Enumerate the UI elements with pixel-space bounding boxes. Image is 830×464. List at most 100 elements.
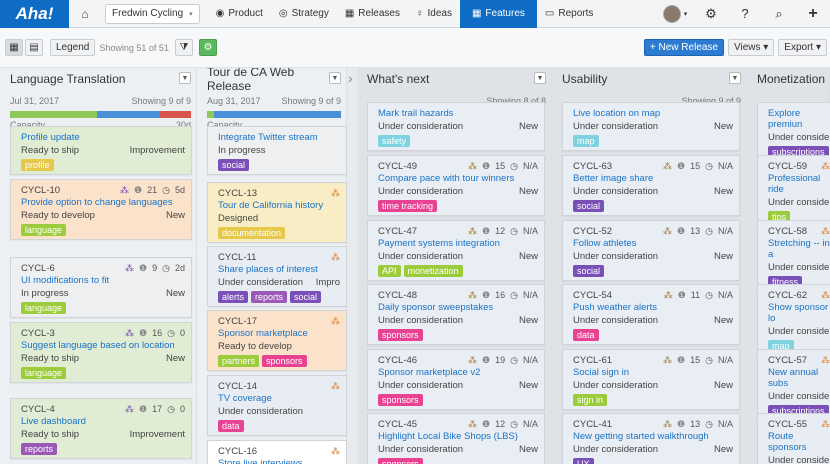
feature-card[interactable]: CYCL-61 ⁂ ❶ 15 ◷ N/A Social sign in Under consi… — [562, 349, 740, 410]
card-title[interactable]: Highlight Local Bike Shops (LBS) — [378, 431, 518, 442]
feature-card[interactable]: CYCL-47 ⁂ ❶ 12 ◷ N/A Payment systems integrati… — [367, 220, 545, 281]
card-title[interactable]: Route sponsors — [768, 431, 807, 453]
feature-card[interactable]: CYCL-58 ⁂ Stretching -- in a Under conside f… — [757, 220, 830, 292]
feature-card[interactable]: Live location on map Under consideration N… — [562, 102, 740, 151]
tag[interactable]: data — [218, 420, 244, 432]
card-title[interactable]: Better image share — [573, 173, 654, 184]
help-icon[interactable]: ? — [741, 6, 749, 21]
aha-logo[interactable]: Aha! — [0, 0, 69, 28]
card-title[interactable]: UI modifications to fit — [21, 275, 110, 286]
tag[interactable]: sign in — [573, 394, 608, 406]
card-title[interactable]: Suggest language based on location — [21, 340, 175, 351]
tag[interactable]: map — [573, 135, 599, 147]
card-title[interactable]: Follow athletes — [573, 238, 637, 249]
tag[interactable]: safety — [378, 135, 411, 147]
card-title[interactable]: Sponsor marketplace — [218, 328, 308, 339]
feature-card[interactable]: CYCL-57 ⁂ New annual subs Under conside subs… — [757, 349, 830, 421]
legend-button[interactable]: Legend — [50, 39, 96, 56]
feature-card[interactable]: CYCL-54 ⁂ ❶ 11 ◷ N/A Push weather alerts Under … — [562, 284, 740, 345]
tag[interactable]: API — [378, 265, 401, 277]
feature-card[interactable]: CYCL-63 ⁂ ❶ 15 ◷ N/A Better image share Under c… — [562, 155, 740, 216]
home-icon[interactable]: ⌂ — [81, 6, 89, 21]
column-title[interactable]: Monetization — [747, 68, 829, 90]
chevron-right-icon[interactable]: › — [348, 70, 353, 86]
feature-card[interactable]: CYCL-45 ⁂ ❶ 12 ◷ N/A Highlight Local Bike Shop… — [367, 413, 545, 464]
card-title[interactable]: Tour de California history — [218, 200, 324, 211]
card-title[interactable]: Provide option to change languages — [21, 197, 173, 208]
filter-icon[interactable]: ⧩ — [174, 39, 193, 56]
tag[interactable]: language — [21, 224, 67, 236]
tag[interactable]: reports — [251, 291, 288, 303]
nav-features[interactable]: ▦ Features — [459, 0, 537, 28]
tag[interactable]: data — [573, 329, 599, 341]
nav-releases[interactable]: ▦ Releases — [337, 0, 408, 28]
tag[interactable]: sponsors — [378, 394, 423, 406]
column-title[interactable]: What's next ▼ — [357, 68, 551, 90]
card-title[interactable]: Compare pace with tour winners — [378, 173, 515, 184]
feature-card[interactable]: Explore premiun Under conside subscription… — [757, 102, 830, 162]
card-title[interactable]: Mark trail hazards — [378, 108, 454, 119]
feature-card[interactable]: CYCL-62 ⁂ Show sponsor lo Under conside map — [757, 284, 830, 356]
feature-card[interactable]: CYCL-52 ⁂ ❶ 13 ◷ N/A Follow athletes Under cons… — [562, 220, 740, 281]
settings-icon[interactable]: ⚙ — [198, 39, 217, 56]
feature-card[interactable]: CYCL-3 ⁂ ❶ 16 ◷ 0 Suggest language based on lo… — [10, 322, 192, 383]
tag[interactable]: social — [218, 159, 250, 171]
column-menu-chevron-icon[interactable]: ▼ — [534, 72, 546, 84]
tag[interactable]: UX — [573, 458, 594, 464]
tag[interactable]: profile — [21, 159, 54, 171]
tag[interactable]: sponsors — [378, 329, 423, 341]
card-title[interactable]: Integrate Twitter stream — [218, 132, 318, 143]
tag[interactable]: reports — [21, 443, 58, 455]
card-title[interactable]: Live dashboard — [21, 416, 86, 427]
card-title[interactable]: Professional ride — [768, 173, 821, 195]
card-title[interactable]: Payment systems integration — [378, 238, 500, 249]
search-icon[interactable]: ⌕ — [775, 5, 783, 21]
feature-card[interactable]: CYCL-14 ⁂ TV coverage Under consideration da… — [207, 375, 347, 436]
list-view-button[interactable]: ▤ — [25, 39, 43, 56]
column-menu-chevron-icon[interactable]: ▼ — [329, 72, 341, 84]
feature-card[interactable]: CYCL-48 ⁂ ❶ 16 ◷ N/A Daily sponsor sweepstakes… — [367, 284, 545, 345]
tag[interactable]: partners — [218, 355, 260, 367]
feature-card[interactable]: Mark trail hazards Under consideration New… — [367, 102, 545, 151]
user-menu[interactable]: ▾ — [656, 0, 694, 28]
card-title[interactable]: Daily sponsor sweepstakes — [378, 302, 494, 313]
tag[interactable]: social — [573, 265, 605, 277]
tag[interactable]: social — [290, 291, 322, 303]
column-menu-chevron-icon[interactable]: ▼ — [729, 72, 741, 84]
feature-card[interactable]: CYCL-17 ⁂ Sponsor marketplace Ready to deve… — [207, 310, 347, 371]
feature-card[interactable]: CYCL-11 ⁂ Share places of interest Under co… — [207, 246, 347, 307]
tag[interactable]: documentation — [218, 227, 286, 239]
feature-card[interactable]: CYCL-4 ⁂ ❶ 17 ◷ 0 Live dashboard Ready to ship I… — [10, 398, 192, 459]
column-title[interactable]: Usability ▼ — [552, 68, 746, 90]
tag[interactable]: time tracking — [378, 200, 438, 212]
tag[interactable]: sponsors — [262, 355, 307, 367]
card-title[interactable]: Stretching -- in a — [768, 238, 830, 260]
tag[interactable]: alerts — [218, 291, 249, 303]
column-title[interactable]: Tour de CA Web Release ▼ — [197, 68, 346, 93]
feature-card[interactable]: CYCL-46 ⁂ ❶ 19 ◷ N/A Sponsor marketplace v2 Und… — [367, 349, 545, 410]
feature-card[interactable]: CYCL-6 ⁂ ❶ 9 ◷ 2d UI modifications to fit In pr… — [10, 257, 192, 318]
column-menu-chevron-icon[interactable]: ▼ — [179, 72, 191, 84]
card-title[interactable]: New annual subs — [768, 367, 819, 389]
card-view-button[interactable]: ▦ — [5, 39, 23, 56]
gear-icon[interactable]: ⚙ — [705, 5, 717, 21]
nav-ideas[interactable]: ♀ Ideas — [408, 0, 460, 28]
card-title[interactable]: Live location on map — [573, 108, 661, 119]
card-title[interactable]: Push weather alerts — [573, 302, 657, 313]
tag[interactable]: sponsors — [378, 458, 423, 464]
card-title[interactable]: TV coverage — [218, 393, 272, 404]
nav-product[interactable]: ◉ Product — [208, 0, 271, 28]
tag[interactable]: social — [573, 200, 605, 212]
workspace-select[interactable]: Fredwin Cycling ▾ — [105, 3, 200, 24]
nav-strategy[interactable]: ◎ Strategy — [271, 0, 337, 28]
feature-card[interactable]: Profile update Ready to ship Improvement pr… — [10, 126, 192, 175]
export-button[interactable]: Export ▾ — [778, 39, 827, 56]
card-title[interactable]: Store live interviews — [218, 458, 303, 464]
card-title[interactable]: Social sign in — [573, 367, 629, 378]
tag[interactable]: language — [21, 367, 67, 379]
card-title[interactable]: Explore premiun — [768, 108, 803, 130]
feature-card[interactable]: CYCL-13 ⁂ Tour de California history Design… — [207, 182, 347, 243]
feature-card[interactable]: CYCL-59 ⁂ Professional ride Under conside ti… — [757, 155, 830, 227]
column-title[interactable]: Language Translation ▼ — [0, 68, 196, 90]
